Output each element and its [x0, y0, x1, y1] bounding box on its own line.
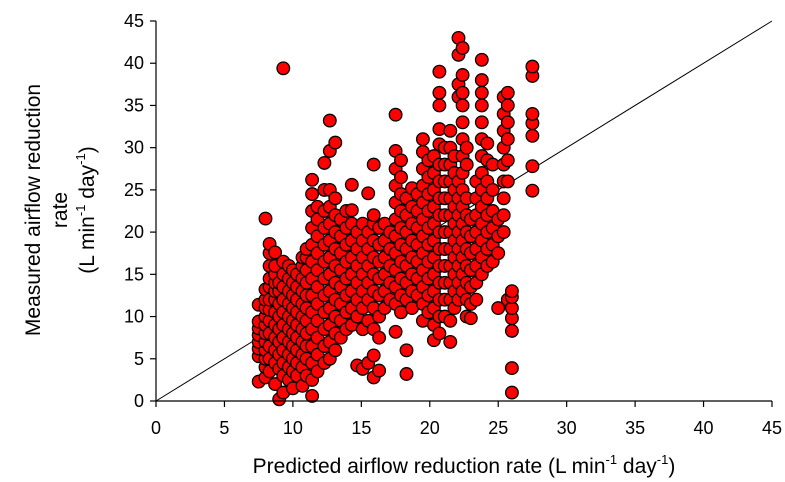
- axes: [155, 21, 772, 402]
- x-tick-label: 0: [151, 418, 161, 438]
- x-tick-label: 15: [351, 418, 371, 438]
- data-point: [469, 292, 484, 307]
- data-point: [305, 388, 320, 403]
- data-point: [399, 367, 414, 381]
- data-point: [525, 183, 540, 198]
- data-point: [500, 132, 515, 147]
- data-point: [525, 59, 540, 74]
- data-point: [500, 115, 515, 130]
- data-point: [366, 157, 381, 172]
- data-point: [432, 326, 447, 341]
- data-point: [474, 73, 489, 88]
- x-tick-label: 35: [625, 418, 645, 438]
- y-tick-label: 15: [124, 264, 144, 284]
- y-tick-label: 0: [134, 391, 144, 411]
- x-tick-label: 30: [557, 418, 577, 438]
- data-point: [443, 334, 458, 349]
- data-point: [344, 203, 359, 218]
- data-point: [504, 385, 519, 400]
- y-tick-label: 40: [124, 53, 144, 73]
- y-tick-label: 5: [134, 349, 144, 369]
- data-point: [455, 115, 470, 130]
- y-tick-label: 45: [124, 11, 144, 31]
- data-point: [328, 135, 343, 150]
- data-point: [500, 174, 515, 189]
- x-tick-label: 40: [694, 418, 714, 438]
- x-tick-labels: 0 5 10 15 20 25 30 35 40 45: [151, 401, 782, 438]
- data-point: [328, 191, 343, 206]
- data-point: [322, 113, 337, 128]
- data-point: [504, 284, 519, 299]
- data-point: [496, 191, 511, 206]
- data-point: [276, 61, 291, 76]
- data-point: [500, 153, 515, 168]
- data-point: [525, 106, 540, 121]
- y-axis-title-line2: rate: [49, 192, 72, 228]
- data-point: [500, 98, 515, 113]
- x-tick-label: 25: [488, 418, 508, 438]
- data-point: [459, 140, 474, 155]
- x-tick-label: 5: [219, 418, 229, 438]
- data-point: [525, 159, 540, 174]
- y-tick-label: 25: [124, 180, 144, 200]
- data-point: [305, 187, 320, 202]
- data-point: [491, 246, 506, 261]
- data-point: [372, 330, 387, 345]
- data-point: [366, 348, 381, 363]
- data-point: [459, 157, 474, 172]
- y-tick-label: 10: [124, 307, 144, 327]
- data-point: [443, 313, 458, 328]
- x-tick-label: 10: [283, 418, 303, 438]
- data-point: [268, 245, 283, 260]
- data-point: [372, 363, 387, 378]
- y-tick-label: 30: [124, 138, 144, 158]
- data-point: [474, 85, 489, 100]
- data-point: [480, 136, 495, 151]
- data-point: [388, 324, 403, 339]
- data-point: [455, 98, 470, 113]
- data-point: [415, 132, 430, 147]
- data-point: [474, 115, 489, 130]
- data-point: [455, 41, 470, 55]
- data-points: [251, 30, 540, 407]
- data-point: [432, 98, 447, 113]
- data-point: [399, 343, 414, 358]
- data-point: [328, 343, 343, 358]
- data-point: [317, 155, 332, 170]
- data-point: [432, 85, 447, 100]
- data-point: [394, 153, 408, 168]
- data-point: [443, 123, 458, 138]
- data-point: [525, 128, 540, 143]
- y-axis-title-line1: Measured airflow reduction: [22, 84, 45, 336]
- data-point: [463, 311, 478, 326]
- data-point: [485, 182, 500, 197]
- data-point: [455, 85, 470, 100]
- data-point: [268, 377, 283, 392]
- data-point: [344, 177, 359, 192]
- data-point: [455, 68, 470, 82]
- data-point: [258, 211, 273, 226]
- data-point: [504, 361, 519, 376]
- data-point: [500, 85, 515, 100]
- data-point: [496, 225, 511, 240]
- x-axis-title: Predicted airflow reduction rate (L min-…: [253, 452, 676, 478]
- data-point: [432, 64, 447, 79]
- x-tick-label: 45: [762, 418, 782, 438]
- data-point: [305, 172, 320, 187]
- y-tick-label: 20: [124, 222, 144, 242]
- data-point: [361, 186, 376, 201]
- y-axis-title-line3: (L min-1 day-1): [73, 146, 99, 273]
- data-point: [474, 98, 489, 113]
- data-point: [474, 52, 489, 67]
- x-tick-label: 20: [420, 418, 440, 438]
- data-point: [366, 208, 381, 223]
- y-tick-labels: 0 5 10 15 20 25 30 35 40 45: [124, 11, 156, 411]
- data-point: [491, 301, 506, 316]
- data-point: [394, 170, 408, 185]
- data-point: [388, 107, 403, 122]
- y-tick-label: 35: [124, 95, 144, 115]
- data-point: [496, 208, 511, 223]
- data-point: [504, 323, 519, 338]
